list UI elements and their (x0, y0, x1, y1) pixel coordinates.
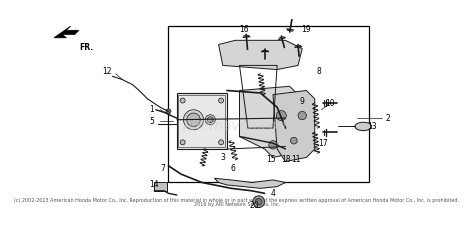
Text: 11: 11 (292, 155, 301, 164)
Ellipse shape (355, 122, 372, 131)
Text: 15: 15 (266, 155, 276, 164)
Circle shape (183, 110, 203, 130)
Polygon shape (214, 178, 285, 188)
Text: 14: 14 (149, 181, 159, 189)
Text: 16: 16 (239, 25, 248, 34)
Text: 8: 8 (317, 67, 321, 76)
Polygon shape (219, 40, 302, 70)
Circle shape (180, 140, 185, 145)
Text: 19: 19 (301, 25, 311, 34)
Text: 18: 18 (281, 155, 290, 164)
Text: 9: 9 (300, 97, 305, 106)
Circle shape (276, 110, 286, 121)
Bar (179, 95, 225, 147)
Bar (168, 26, 369, 182)
Text: 17: 17 (319, 139, 328, 148)
Text: 3: 3 (220, 153, 225, 162)
Text: (c) 2002-2013 American Honda Motor Co., Inc. Reproduction of this material in wh: (c) 2002-2013 American Honda Motor Co., … (15, 197, 459, 203)
Circle shape (166, 109, 171, 114)
Text: 2: 2 (386, 114, 391, 123)
Text: ARPmaven.com: ARPmaven.com (182, 119, 292, 133)
Text: 13: 13 (367, 122, 376, 131)
Circle shape (269, 141, 277, 149)
Polygon shape (239, 86, 298, 157)
Circle shape (205, 115, 215, 125)
Text: 7: 7 (160, 164, 165, 173)
Circle shape (219, 140, 224, 145)
Polygon shape (273, 91, 315, 162)
Text: 12: 12 (103, 67, 112, 76)
Circle shape (207, 117, 213, 123)
Circle shape (187, 113, 200, 127)
Text: 10: 10 (325, 99, 335, 108)
Circle shape (255, 198, 262, 205)
Text: 1: 1 (149, 105, 154, 114)
Text: 5: 5 (149, 117, 154, 126)
Bar (154, 182, 167, 191)
Text: 20: 20 (250, 201, 259, 210)
Text: 2016 by ARI Network Services, Inc.: 2016 by ARI Network Services, Inc. (194, 202, 280, 207)
Text: 4: 4 (271, 189, 275, 198)
Bar (177, 93, 227, 149)
Circle shape (180, 98, 185, 103)
Polygon shape (54, 26, 79, 38)
Text: FR.: FR. (79, 43, 93, 52)
Circle shape (253, 196, 264, 208)
Circle shape (219, 98, 224, 103)
Text: 6: 6 (230, 164, 235, 173)
Circle shape (298, 111, 306, 120)
Circle shape (291, 137, 297, 144)
